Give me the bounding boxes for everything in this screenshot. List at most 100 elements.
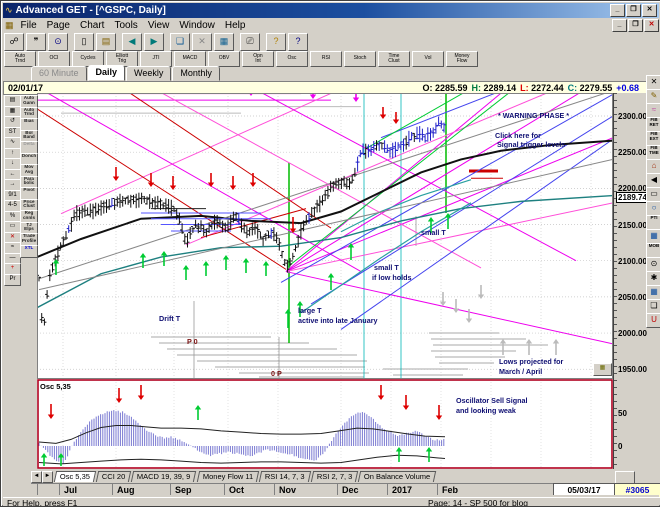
tab-monthly[interactable]: Monthly: [172, 66, 220, 81]
menu-help[interactable]: Help: [224, 19, 246, 31]
close-drawing-icon[interactable]: ✕: [646, 75, 660, 90]
study-button-vol[interactable]: Vol: [412, 51, 444, 67]
menu-view[interactable]: View: [147, 19, 170, 31]
copy-window-icon[interactable]: ❏: [170, 32, 190, 51]
ellipse-tool-icon[interactable]: ○: [646, 201, 660, 216]
pointer-tool-icon[interactable]: ☍: [4, 32, 24, 51]
pane-corner-button[interactable]: ▦: [593, 363, 612, 376]
doc-minimize-button[interactable]: _: [612, 18, 627, 32]
menu-page[interactable]: Page: [46, 19, 70, 31]
indicator-tab-on-balance-volume[interactable]: On Balance Volume: [357, 471, 437, 482]
indicator-tab-rsi-14-7-3[interactable]: RSI 14, 7, 3: [258, 471, 311, 482]
study-button-osc[interactable]: Osc: [276, 51, 308, 67]
minimize-button[interactable]: _: [610, 4, 625, 17]
chart-annotation: March / April: [499, 367, 542, 376]
study-button-auto-trnd[interactable]: Auto Trnd: [4, 51, 36, 67]
chart-annotation: Click here for: [495, 131, 541, 140]
study-button-stoch[interactable]: Stoch: [344, 51, 376, 67]
doc-close-button[interactable]: ✕: [644, 18, 659, 32]
app-icon: ∿: [5, 5, 13, 15]
price-chart-pane[interactable]: * WARNING PHASE * Click here for Signal tr…: [36, 1, 614, 379]
fib-retrace-icon[interactable]: FIB RET: [646, 117, 660, 132]
study-button-money-flow[interactable]: Money Flow: [446, 51, 478, 67]
study-para-bolic[interactable]: Para bolic: [20, 175, 38, 189]
study-button-obv[interactable]: OBV: [208, 51, 240, 67]
price-label: 2250.00: [618, 148, 647, 158]
price-label: 2100.00: [618, 256, 647, 266]
chart-annotation: Signal trigger levels: [497, 140, 565, 149]
help-icon[interactable]: ?: [266, 32, 286, 51]
study-button-jti[interactable]: JTI: [140, 51, 172, 67]
tab-weekly[interactable]: Weekly: [126, 66, 172, 81]
next-page-icon[interactable]: ▶: [144, 32, 164, 51]
study-tj-elps[interactable]: TJ Elps: [20, 221, 38, 235]
chart-settings-icon[interactable]: ▦: [214, 32, 234, 51]
study-reg-cnnls[interactable]: Reg cnnls: [20, 210, 38, 223]
menu-window[interactable]: Window: [179, 19, 215, 31]
chart-annotation: and looking weak: [456, 406, 516, 415]
restore-button[interactable]: ❐: [626, 4, 641, 17]
study-trade-profile[interactable]: Trade Profile: [20, 233, 38, 246]
brush-icon[interactable]: ≈: [646, 103, 660, 118]
grid-icon[interactable]: ▦: [646, 229, 660, 244]
copy-icon[interactable]: ❏: [646, 299, 660, 314]
indicator-tab-cci-20[interactable]: CCI 20: [95, 471, 132, 482]
table-icon[interactable]: ▦: [646, 285, 660, 300]
undo-icon[interactable]: U: [646, 313, 660, 328]
close-button[interactable]: ✕: [642, 4, 657, 17]
pti-icon[interactable]: PTI: [646, 215, 660, 230]
main-toolbar: ☍ ❞ ⊙ ▯ ▤ ◀ ▶ ❏ ✕ ▦ ⎚??: [3, 32, 659, 51]
study-delta[interactable]: Delta: [20, 141, 38, 154]
print-icon[interactable]: ⎚: [240, 32, 260, 51]
menu-file[interactable]: File: [20, 19, 37, 31]
mob-icon[interactable]: MOB: [646, 243, 660, 258]
month-label-oct: Oct: [224, 484, 279, 497]
indicator-tab-rsi-2-7-3[interactable]: RSI 2, 7, 3: [310, 471, 359, 482]
tab-scroll-right[interactable]: ►: [42, 471, 53, 483]
doc-restore-button[interactable]: ❐: [628, 18, 643, 32]
osc-label: 50: [618, 409, 627, 418]
menu-bar: ▦ File Page Chart Tools View Window Help _ ❐ ✕: [3, 18, 659, 32]
price-label: 2150.00: [618, 220, 647, 230]
new-page-icon[interactable]: ▯: [74, 32, 94, 51]
zoom-icon[interactable]: ⊙: [48, 32, 68, 51]
indicator-tabs: ◄ ► Osc 5,35 CCI 20 MACD 19, 39, 9 Money Flow…: [31, 471, 437, 483]
oscillator-pane[interactable]: Osc 5,35 Oscillator Sell Signal and lookin…: [37, 379, 613, 469]
status-page-text: Page: 14 - SP 500 for blog: [428, 498, 529, 507]
rectangle-tool-icon[interactable]: ▭: [646, 187, 660, 202]
study-pivot[interactable]: Pivot: [20, 187, 38, 200]
price-label: 2050.00: [618, 292, 647, 302]
status-help-text: For Help, press F1: [7, 498, 78, 507]
print-chart-icon[interactable]: Pr: [4, 273, 21, 286]
pencil-icon[interactable]: ✎: [646, 89, 660, 104]
magnifier-icon[interactable]: ⊙: [646, 257, 660, 272]
tab-60-minute[interactable]: 60 Minute: [31, 66, 87, 81]
study-button-macd[interactable]: MACD: [174, 51, 206, 67]
tab-scroll-left[interactable]: ◄: [31, 471, 42, 483]
menu-chart[interactable]: Chart: [80, 19, 105, 31]
tab-daily[interactable]: Daily: [87, 65, 126, 81]
study-button-opn-int[interactable]: Opn Int: [242, 51, 274, 67]
fib-extension-icon[interactable]: FIB EXT: [646, 131, 660, 146]
home-icon[interactable]: ⌂: [646, 159, 660, 174]
indicator-tab-osc-5-35[interactable]: Osc 5,35: [53, 471, 97, 482]
chart-id-box: #3065: [614, 483, 660, 498]
study-bol-band[interactable]: Bol Band: [20, 129, 38, 143]
open-page-icon[interactable]: ▤: [96, 32, 116, 51]
fan-icon[interactable]: ◀: [646, 173, 660, 188]
study-button-rsi[interactable]: RSI: [310, 51, 342, 67]
study-button-time-clust[interactable]: Time Clust: [378, 51, 410, 67]
quotes-icon[interactable]: ❞: [26, 32, 46, 51]
prev-page-icon[interactable]: ◀: [122, 32, 142, 51]
indicator-tab-money-flow-11[interactable]: Money Flow 11: [196, 471, 260, 482]
fib-time-icon[interactable]: FIB TME: [646, 145, 660, 160]
delete-icon[interactable]: ✕: [192, 32, 212, 51]
study-button-elliott-trig[interactable]: Elliott Trig: [106, 51, 138, 67]
context-help-icon[interactable]: ?: [288, 32, 308, 51]
pencil-star-icon[interactable]: ✱: [646, 271, 660, 286]
study-button-oci[interactable]: OCI: [38, 51, 70, 67]
indicator-tab-macd-19-39-9[interactable]: MACD 19, 39, 9: [131, 471, 197, 482]
study-xtl[interactable]: XTL: [20, 244, 38, 258]
menu-tools[interactable]: Tools: [114, 19, 138, 31]
study-price-clust[interactable]: Price Clust: [20, 198, 38, 212]
